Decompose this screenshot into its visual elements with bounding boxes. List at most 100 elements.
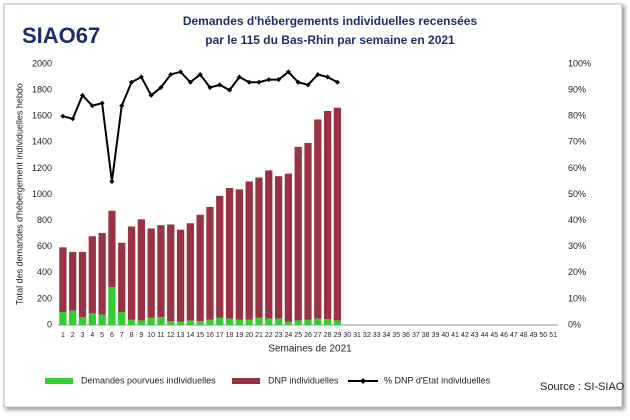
y2-tick-label: 20% bbox=[568, 267, 586, 277]
line-marker bbox=[266, 77, 272, 83]
line-marker bbox=[138, 74, 144, 80]
bar bbox=[88, 313, 96, 325]
y-tick-label: 1800 bbox=[32, 84, 52, 94]
bar bbox=[265, 318, 273, 325]
line-marker bbox=[207, 84, 213, 90]
bar bbox=[69, 310, 77, 325]
bar bbox=[206, 319, 214, 325]
x-tick-label: 19 bbox=[235, 332, 243, 339]
y-tick-label: 1400 bbox=[32, 137, 52, 147]
line-marker bbox=[325, 74, 331, 80]
line-marker bbox=[227, 87, 233, 93]
bar bbox=[127, 226, 136, 320]
bar bbox=[333, 107, 342, 321]
bar bbox=[235, 189, 243, 320]
bar bbox=[186, 223, 194, 321]
line-marker bbox=[60, 113, 66, 119]
y2-tick-label: 60% bbox=[568, 163, 586, 173]
bar bbox=[59, 311, 67, 325]
x-tick-label: 41 bbox=[451, 332, 459, 339]
bar bbox=[196, 214, 204, 322]
y2-tick-label: 50% bbox=[568, 189, 586, 199]
line-marker bbox=[295, 79, 301, 85]
line-marker bbox=[197, 71, 203, 77]
bar bbox=[323, 110, 332, 320]
y2-tick-label: 30% bbox=[568, 241, 586, 251]
x-tick-label: 2 bbox=[71, 332, 75, 339]
x-tick-label: 51 bbox=[549, 332, 557, 339]
x-tick-label: 48 bbox=[520, 332, 528, 339]
y2-tick-label: 10% bbox=[568, 293, 586, 303]
bar bbox=[265, 170, 273, 319]
y2-tick-label: 0% bbox=[568, 319, 581, 329]
x-tick-label: 12 bbox=[167, 332, 175, 339]
line-marker bbox=[256, 79, 262, 85]
bar bbox=[235, 319, 243, 325]
bar bbox=[59, 247, 67, 312]
x-tick-label: 49 bbox=[530, 332, 538, 339]
y-tick-label: 1200 bbox=[32, 163, 52, 173]
bar bbox=[245, 181, 253, 320]
bar bbox=[98, 314, 106, 325]
bar bbox=[304, 319, 312, 325]
legend-swatch bbox=[360, 378, 366, 384]
line-marker bbox=[285, 69, 291, 75]
y-tick-label: 200 bbox=[37, 293, 52, 303]
bar bbox=[225, 318, 234, 325]
x-tick-label: 4 bbox=[90, 332, 94, 339]
bar bbox=[98, 232, 106, 315]
bar bbox=[323, 319, 332, 325]
x-tick-label: 15 bbox=[196, 332, 204, 339]
x-tick-label: 9 bbox=[139, 332, 143, 339]
bar bbox=[78, 317, 87, 325]
x-tick-label: 7 bbox=[120, 332, 124, 339]
line-marker bbox=[80, 92, 86, 98]
y-tick-label: 1000 bbox=[32, 189, 52, 199]
x-tick-label: 20 bbox=[245, 332, 253, 339]
bar bbox=[274, 176, 283, 319]
x-tick-label: 30 bbox=[343, 332, 351, 339]
chart-title: Demandes d'hébergements individuelles re… bbox=[183, 14, 478, 28]
line-marker bbox=[334, 79, 340, 85]
legend-label: DNP individuelles bbox=[268, 375, 339, 385]
y-tick-label: 400 bbox=[37, 267, 52, 277]
x-tick-label: 1 bbox=[61, 332, 65, 339]
line-marker bbox=[148, 92, 154, 98]
x-tick-label: 35 bbox=[392, 332, 400, 339]
bar bbox=[147, 228, 155, 318]
chart-title: par le 115 du Bas-Rhin par semaine en 20… bbox=[205, 33, 455, 47]
x-tick-label: 46 bbox=[500, 332, 508, 339]
x-tick-label: 21 bbox=[255, 332, 263, 339]
bar bbox=[167, 224, 175, 322]
y-axis-label: Total des demandes d'hébergement individ… bbox=[14, 83, 24, 305]
line-marker bbox=[109, 178, 115, 184]
x-tick-label: 23 bbox=[275, 332, 283, 339]
x-tick-label: 8 bbox=[130, 332, 134, 339]
bar bbox=[216, 195, 224, 318]
y2-tick-label: 100% bbox=[568, 58, 591, 68]
bar bbox=[88, 236, 96, 314]
line-marker bbox=[168, 71, 174, 77]
y2-tick-label: 70% bbox=[568, 137, 586, 147]
bar bbox=[176, 321, 185, 325]
x-tick-label: 33 bbox=[373, 332, 381, 339]
legend-label: % DNP d'Etat individuelles bbox=[384, 375, 491, 385]
frame bbox=[3, 3, 623, 408]
bar bbox=[245, 319, 253, 325]
bar bbox=[294, 320, 302, 325]
x-tick-label: 6 bbox=[110, 332, 114, 339]
bar bbox=[108, 287, 116, 325]
x-tick-label: 47 bbox=[510, 332, 518, 339]
x-tick-label: 11 bbox=[157, 332, 164, 339]
bar bbox=[78, 251, 87, 318]
x-tick-label: 29 bbox=[334, 332, 342, 339]
x-tick-label: 14 bbox=[186, 332, 194, 339]
x-tick-label: 44 bbox=[481, 332, 489, 339]
bar bbox=[255, 317, 263, 325]
line-marker bbox=[217, 82, 223, 88]
y-tick-label: 1600 bbox=[32, 111, 52, 121]
line-marker bbox=[119, 103, 125, 109]
source: Source : SI-SIAO bbox=[540, 381, 625, 393]
x-tick-label: 45 bbox=[490, 332, 498, 339]
